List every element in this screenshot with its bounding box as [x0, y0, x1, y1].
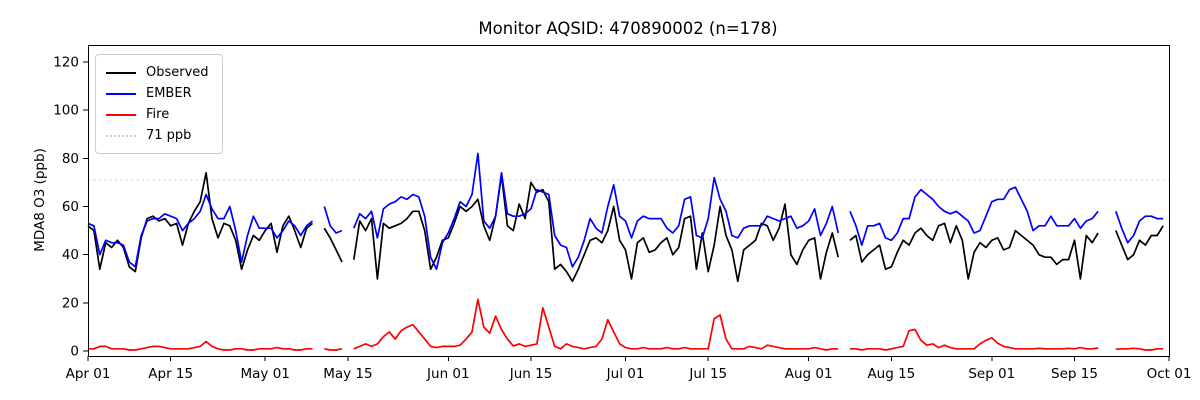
- axes-box: [88, 45, 1170, 357]
- x-tick-label: Jun 15: [509, 366, 553, 382]
- x-tick-label: Apr 15: [148, 366, 193, 382]
- x-tick-label: Jul 01: [606, 366, 645, 382]
- x-tick-label: May 15: [323, 366, 372, 382]
- x-tick-label: Sep 01: [968, 366, 1015, 382]
- x-tick-label: May 01: [241, 366, 290, 382]
- x-tick-label: Sep 15: [1051, 366, 1098, 382]
- y-tick-label: 40: [62, 247, 79, 263]
- legend-ember-line-icon: [106, 92, 136, 95]
- legend-item-observed: Observed: [106, 62, 210, 83]
- x-tick-label: Oct 01: [1147, 366, 1192, 382]
- y-axis-label: MDA8 O3 (ppb): [32, 148, 48, 252]
- legend-observed-label: Observed: [146, 65, 209, 80]
- legend-item-fire: Fire: [106, 104, 210, 125]
- plot-area: Apr 01 Apr 15 May 01 May 15 Jun 01 Jun 15 Jul …: [53, 45, 1192, 382]
- y-tick-label: 80: [62, 151, 79, 167]
- x-tick-label: Aug 01: [785, 366, 833, 382]
- y-tick-label: 120: [53, 54, 79, 70]
- y-tick-label: 100: [53, 103, 79, 119]
- x-tick-label: Aug 15: [867, 366, 915, 382]
- legend-threshold-dotted-line-icon: [106, 134, 136, 137]
- legend-item-ember: EMBER: [106, 83, 210, 104]
- x-tick-label: Jun 01: [426, 366, 470, 382]
- y-tick-label: 20: [62, 295, 79, 311]
- x-tick-label: Apr 01: [66, 366, 111, 382]
- legend: Observed EMBER Fire 71 ppb: [95, 54, 223, 154]
- x-tick-label: Jul 15: [688, 366, 727, 382]
- chart-title: Monitor AQSID: 470890002 (n=178): [478, 19, 777, 38]
- series-observed-line: [87, 171, 1164, 283]
- y-tick-label: 60: [62, 199, 79, 215]
- legend-observed-line-icon: [106, 71, 136, 74]
- series-ember-line: [87, 152, 1164, 271]
- legend-item-threshold: 71 ppb: [106, 125, 210, 146]
- legend-fire-line-icon: [106, 113, 136, 116]
- legend-fire-label: Fire: [146, 107, 170, 122]
- series-fire-line: [88, 298, 1164, 351]
- y-tick-label: 0: [70, 344, 79, 360]
- legend-threshold-label: 71 ppb: [146, 128, 192, 143]
- legend-ember-label: EMBER: [146, 86, 192, 101]
